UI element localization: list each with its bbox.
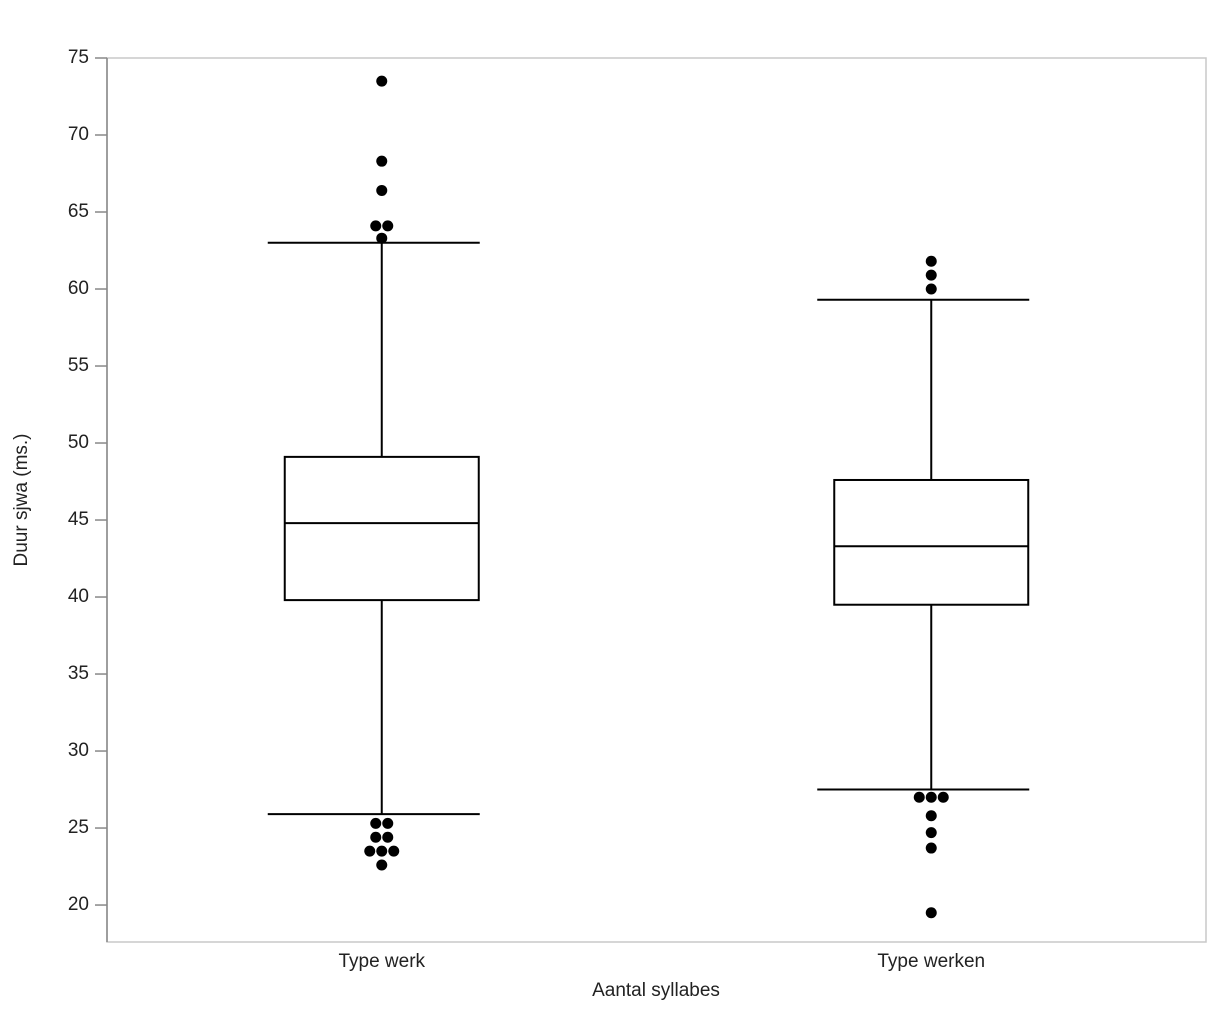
y-tick-label: 25 bbox=[68, 817, 89, 838]
outlier bbox=[370, 817, 382, 829]
y-tick-label: 45 bbox=[68, 509, 89, 530]
outlier bbox=[925, 842, 937, 854]
y-tick-label: 70 bbox=[68, 124, 89, 145]
outlier bbox=[925, 255, 937, 267]
outlier bbox=[937, 791, 949, 803]
outlier bbox=[925, 269, 937, 281]
y-axis-label: Duur sjwa (ms.) bbox=[11, 433, 32, 566]
outlier bbox=[376, 155, 388, 167]
y-tick-label: 55 bbox=[68, 355, 89, 376]
outlier bbox=[913, 791, 925, 803]
box bbox=[833, 478, 1030, 606]
outlier bbox=[376, 859, 388, 871]
y-tick-label: 40 bbox=[68, 586, 89, 607]
outlier bbox=[925, 283, 937, 295]
outlier bbox=[376, 75, 388, 87]
outlier bbox=[376, 232, 388, 244]
y-tick-label: 20 bbox=[68, 894, 89, 915]
outlier bbox=[925, 810, 937, 822]
outlier bbox=[376, 845, 388, 857]
outlier bbox=[382, 831, 394, 843]
y-tick-label: 50 bbox=[68, 432, 89, 453]
outlier bbox=[364, 845, 376, 857]
outlier bbox=[388, 845, 400, 857]
outlier bbox=[925, 827, 937, 839]
y-tick-label: 35 bbox=[68, 663, 89, 684]
x-tick-label: Type werken bbox=[877, 951, 985, 972]
outlier bbox=[370, 220, 382, 232]
box bbox=[283, 455, 480, 602]
y-tick-label: 60 bbox=[68, 278, 89, 299]
x-tick-label: Type werk bbox=[338, 951, 425, 972]
y-tick-label: 75 bbox=[68, 47, 89, 68]
outlier bbox=[382, 220, 394, 232]
outlier bbox=[376, 184, 388, 196]
x-axis-label: Aantal syllabes bbox=[592, 980, 720, 1001]
y-tick-label: 65 bbox=[68, 201, 89, 222]
outlier bbox=[382, 817, 394, 829]
plot-area bbox=[106, 57, 1207, 943]
outlier bbox=[925, 791, 937, 803]
outlier bbox=[925, 907, 937, 919]
outlier bbox=[370, 831, 382, 843]
y-tick-label: 30 bbox=[68, 740, 89, 761]
